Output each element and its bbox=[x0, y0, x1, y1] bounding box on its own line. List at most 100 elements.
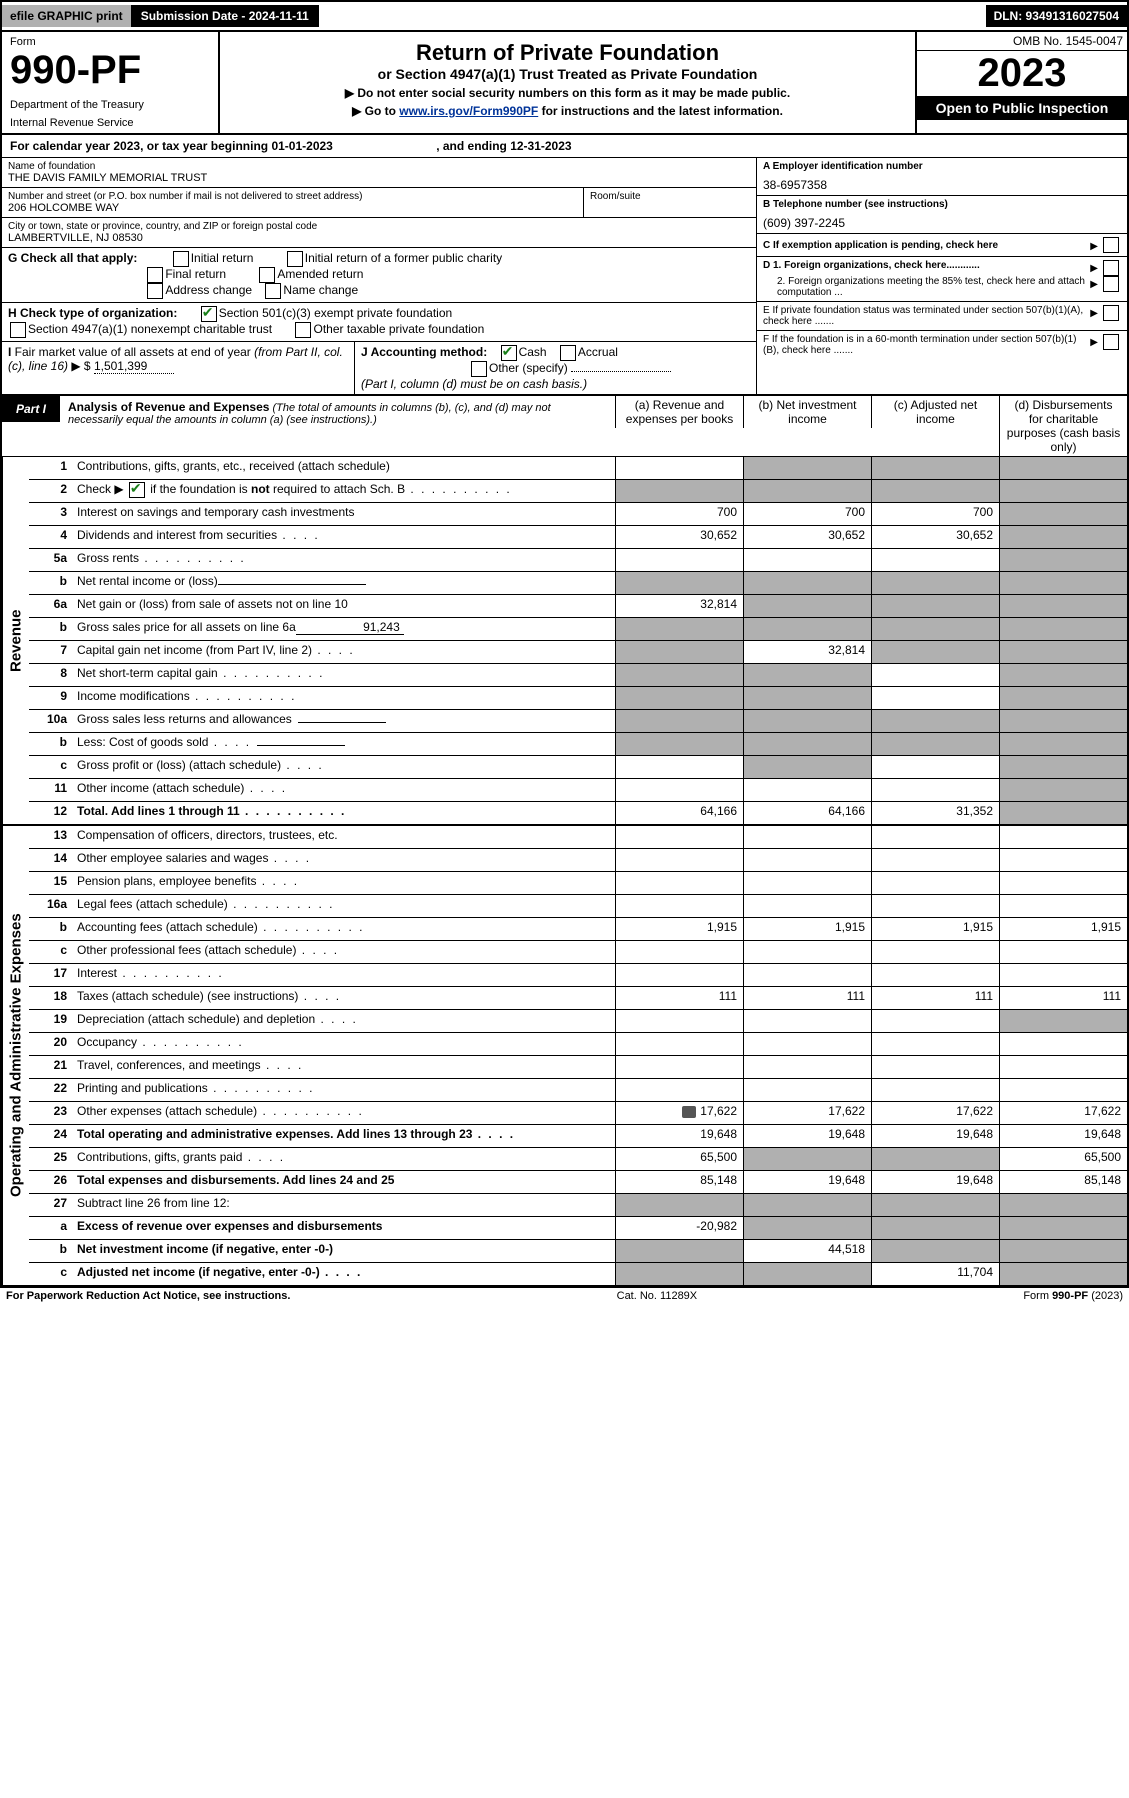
form-subtitle: or Section 4947(a)(1) Trust Treated as P… bbox=[228, 66, 907, 82]
l19-text: Depreciation (attach schedule) and deple… bbox=[73, 1010, 615, 1032]
footer-mid: Cat. No. 11289X bbox=[617, 1290, 698, 1302]
chk-sch-b[interactable] bbox=[129, 482, 145, 498]
d2-label: 2. Foreign organizations meeting the 85%… bbox=[763, 276, 1090, 298]
line-16c: cOther professional fees (attach schedul… bbox=[29, 941, 1127, 964]
header-center: Return of Private Foundation or Section … bbox=[220, 32, 915, 133]
chk-amended[interactable] bbox=[259, 267, 275, 283]
room-cell: Room/suite bbox=[584, 188, 756, 217]
line-16b: bAccounting fees (attach schedule) 1,915… bbox=[29, 918, 1127, 941]
chk-initial-return[interactable] bbox=[173, 251, 189, 267]
l6b-value: 91,243 bbox=[296, 620, 404, 635]
chk-final-return[interactable] bbox=[147, 267, 163, 283]
expenses-block: Operating and Administrative Expenses 13… bbox=[2, 826, 1127, 1285]
calendar-year-line: For calendar year 2023, or tax year begi… bbox=[2, 135, 1127, 158]
line-7: 7Capital gain net income (from Part IV, … bbox=[29, 641, 1127, 664]
ein-value: 38-6957358 bbox=[763, 178, 1121, 192]
l25-a: 65,500 bbox=[615, 1148, 743, 1170]
l6b-text: Gross sales price for all assets on line… bbox=[73, 618, 615, 640]
chk-initial-former[interactable] bbox=[287, 251, 303, 267]
box-b: B Telephone number (see instructions) (6… bbox=[757, 196, 1127, 234]
line-4: 4Dividends and interest from securities … bbox=[29, 526, 1127, 549]
page-footer: For Paperwork Reduction Act Notice, see … bbox=[0, 1287, 1129, 1304]
l18-a: 111 bbox=[615, 987, 743, 1009]
chk-c[interactable] bbox=[1103, 237, 1119, 253]
line-27a: aExcess of revenue over expenses and dis… bbox=[29, 1217, 1127, 1240]
footer-right: Form 990-PF (2023) bbox=[1023, 1290, 1123, 1302]
chk-address-change[interactable] bbox=[147, 283, 163, 299]
chk-other-taxable[interactable] bbox=[295, 322, 311, 338]
chk-name-change[interactable] bbox=[265, 283, 281, 299]
box-c: C If exemption application is pending, c… bbox=[757, 234, 1127, 257]
l16b-d: 1,915 bbox=[999, 918, 1127, 940]
l27c-text: Adjusted net income (if negative, enter … bbox=[73, 1263, 615, 1285]
arrow-icon bbox=[1090, 238, 1101, 252]
l18-c: 111 bbox=[871, 987, 999, 1009]
l1-text: Contributions, gifts, grants, etc., rece… bbox=[73, 457, 615, 479]
line-9: 9Income modifications bbox=[29, 687, 1127, 710]
arrow-icon bbox=[1090, 260, 1101, 276]
a-label: A Employer identification number bbox=[763, 161, 1121, 172]
room-label: Room/suite bbox=[590, 191, 750, 202]
opt-4947: Section 4947(a)(1) nonexempt charitable … bbox=[28, 322, 272, 336]
chk-cash[interactable] bbox=[501, 345, 517, 361]
l4-text: Dividends and interest from securities bbox=[73, 526, 615, 548]
chk-other-method[interactable] bbox=[471, 361, 487, 377]
l23-text: Other expenses (attach schedule) bbox=[73, 1102, 615, 1124]
l3-a: 700 bbox=[615, 503, 743, 525]
chk-4947[interactable] bbox=[10, 322, 26, 338]
top-bar: efile GRAPHIC print Submission Date - 20… bbox=[0, 0, 1129, 32]
line-14: 14Other employee salaries and wages bbox=[29, 849, 1127, 872]
opt-name: Name change bbox=[283, 283, 358, 297]
line-17: 17Interest bbox=[29, 964, 1127, 987]
entity-left: Name of foundation THE DAVIS FAMILY MEMO… bbox=[2, 158, 756, 394]
chk-e[interactable] bbox=[1103, 305, 1119, 321]
cal-mid: , and ending bbox=[436, 139, 510, 153]
opt-final: Final return bbox=[165, 267, 226, 281]
l14-text: Other employee salaries and wages bbox=[73, 849, 615, 871]
chk-d1[interactable] bbox=[1103, 260, 1119, 276]
opt-initial-former: Initial return of a former public charit… bbox=[305, 251, 502, 265]
part1-desc: Analysis of Revenue and Expenses (The to… bbox=[60, 396, 615, 430]
cal-end: 12-31-2023 bbox=[510, 139, 571, 153]
revenue-sidebar: Revenue bbox=[2, 457, 29, 824]
l24-a: 19,648 bbox=[615, 1125, 743, 1147]
line-6a: 6aNet gain or (loss) from sale of assets… bbox=[29, 595, 1127, 618]
efile-badge: efile GRAPHIC print bbox=[2, 5, 133, 27]
box-f: F If the foundation is in a 60-month ter… bbox=[757, 331, 1127, 359]
b-label: B Telephone number (see instructions) bbox=[763, 199, 1121, 210]
section-i: I Fair market value of all assets at end… bbox=[2, 342, 355, 394]
other-specify-line bbox=[571, 371, 671, 372]
l27b-text: Net investment income (if negative, ente… bbox=[73, 1240, 615, 1262]
chk-d2[interactable] bbox=[1103, 276, 1119, 292]
l26-a: 85,148 bbox=[615, 1171, 743, 1193]
l22-text: Printing and publications bbox=[73, 1079, 615, 1101]
irs-link[interactable]: www.irs.gov/Form990PF bbox=[399, 104, 538, 118]
l3-text: Interest on savings and temporary cash i… bbox=[73, 503, 615, 525]
line-5b: bNet rental income or (loss) bbox=[29, 572, 1127, 595]
instr2-pre: ▶ Go to bbox=[352, 104, 399, 118]
chk-501c3[interactable] bbox=[201, 306, 217, 322]
foundation-name-cell: Name of foundation THE DAVIS FAMILY MEMO… bbox=[2, 158, 756, 188]
camera-icon[interactable] bbox=[682, 1106, 696, 1118]
l16b-text: Accounting fees (attach schedule) bbox=[73, 918, 615, 940]
line-1: 1Contributions, gifts, grants, etc., rec… bbox=[29, 457, 1127, 480]
city-cell: City or town, state or province, country… bbox=[2, 218, 756, 248]
l25-d: 65,500 bbox=[999, 1148, 1127, 1170]
street-cell: Number and street (or P.O. box number if… bbox=[2, 188, 584, 217]
line-19: 19Depreciation (attach schedule) and dep… bbox=[29, 1010, 1127, 1033]
l24-c: 19,648 bbox=[871, 1125, 999, 1147]
l8-text: Net short-term capital gain bbox=[73, 664, 615, 686]
opt-cash: Cash bbox=[519, 345, 547, 359]
line-8: 8Net short-term capital gain bbox=[29, 664, 1127, 687]
l12-b: 64,166 bbox=[743, 802, 871, 824]
j-note: (Part I, column (d) must be on cash basi… bbox=[361, 377, 587, 391]
chk-accrual[interactable] bbox=[560, 345, 576, 361]
line-10a: 10aGross sales less returns and allowanc… bbox=[29, 710, 1127, 733]
l10c-text: Gross profit or (loss) (attach schedule) bbox=[73, 756, 615, 778]
form-header: Form 990-PF Department of the Treasury I… bbox=[0, 32, 1129, 135]
header-left: Form 990-PF Department of the Treasury I… bbox=[2, 32, 220, 133]
dln-badge: DLN: 93491316027504 bbox=[986, 5, 1127, 27]
chk-f[interactable] bbox=[1103, 334, 1119, 350]
opt-other: Other (specify) bbox=[489, 361, 568, 375]
l5b-text: Net rental income or (loss) bbox=[73, 572, 615, 594]
